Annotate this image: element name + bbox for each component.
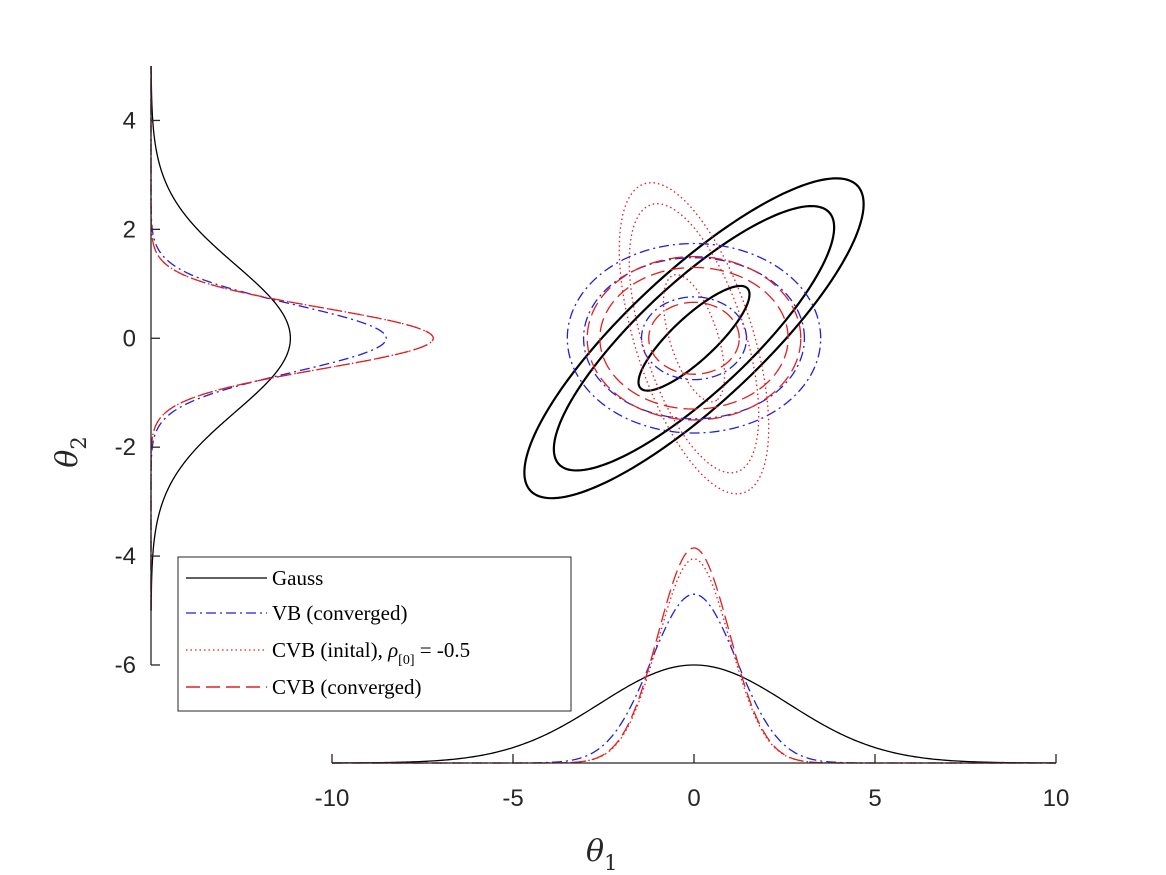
x-tick-label: -5 bbox=[502, 785, 523, 812]
contour-cvb-inital-0-0-5 bbox=[662, 274, 726, 403]
x-tick-label: 0 bbox=[687, 785, 700, 812]
axes: -10 -5 0 5 10 -6 -4 -2 0 2 4 bbox=[115, 66, 1070, 812]
marginal-y-vb-converged bbox=[150, 66, 387, 611]
y-tick-label: -2 bbox=[115, 434, 136, 461]
contour-vb-converged bbox=[640, 296, 748, 381]
contour-gauss bbox=[552, 204, 836, 472]
x-axis-title-subscript: 1 bbox=[604, 851, 617, 875]
contour-cvb-converged bbox=[599, 266, 789, 410]
legend: Gauss VB (converged) CVB (inital), ρ[0] … bbox=[177, 556, 572, 712]
y-tick-label: -4 bbox=[115, 543, 136, 570]
marginal-y-cvb-converged bbox=[150, 66, 435, 611]
x-tick-label: -10 bbox=[315, 785, 350, 812]
axis-ticks: -10 -5 0 5 10 -6 -4 -2 0 2 4 bbox=[115, 107, 1070, 812]
contour-cvb-converged bbox=[586, 255, 802, 421]
y-tick-label: -6 bbox=[115, 652, 136, 679]
y-tick-label: 4 bbox=[123, 107, 136, 134]
contour-cvb-converged bbox=[648, 301, 740, 375]
legend-label-cvb-initial: CVB (inital), ρ[0] = -0.5 bbox=[272, 638, 470, 668]
y-axis-title: θ2 bbox=[50, 436, 91, 467]
marginal-y-gauss bbox=[150, 65, 292, 611]
contour-cvb-inital-0-0-5 bbox=[628, 203, 760, 474]
x-tick-label: 10 bbox=[1043, 785, 1070, 812]
legend-label-cvb-initial-text: CVB (inital), bbox=[272, 638, 388, 662]
marginal-x-gauss bbox=[331, 664, 1057, 764]
legend-label-gauss: Gauss bbox=[272, 566, 323, 590]
contour-gauss bbox=[523, 177, 865, 500]
y-axis-title-subscript: 2 bbox=[67, 436, 91, 449]
legend-label-rho: ρ bbox=[387, 638, 398, 662]
marginal-y-cvb-inital-0-0-5 bbox=[150, 66, 435, 611]
legend-label-vb: VB (converged) bbox=[272, 601, 408, 625]
legend-label-cvb-converged: CVB (converged) bbox=[272, 675, 422, 699]
legend-label-rho-subscript: [0] bbox=[398, 653, 414, 668]
x-axis-title-main: θ bbox=[586, 834, 604, 869]
contour-gauss bbox=[637, 284, 751, 392]
legend-label-cvb-initial-tail: = -0.5 bbox=[415, 638, 471, 662]
y-tick-label: 2 bbox=[123, 216, 136, 243]
x-tick-label: 5 bbox=[868, 785, 881, 812]
y-axis-title-main: θ bbox=[50, 450, 85, 468]
legend-box bbox=[177, 556, 572, 712]
x-axis-title: θ1 bbox=[586, 834, 617, 875]
contour-vb-converged bbox=[566, 242, 822, 434]
y-tick-label: 0 bbox=[123, 325, 136, 352]
